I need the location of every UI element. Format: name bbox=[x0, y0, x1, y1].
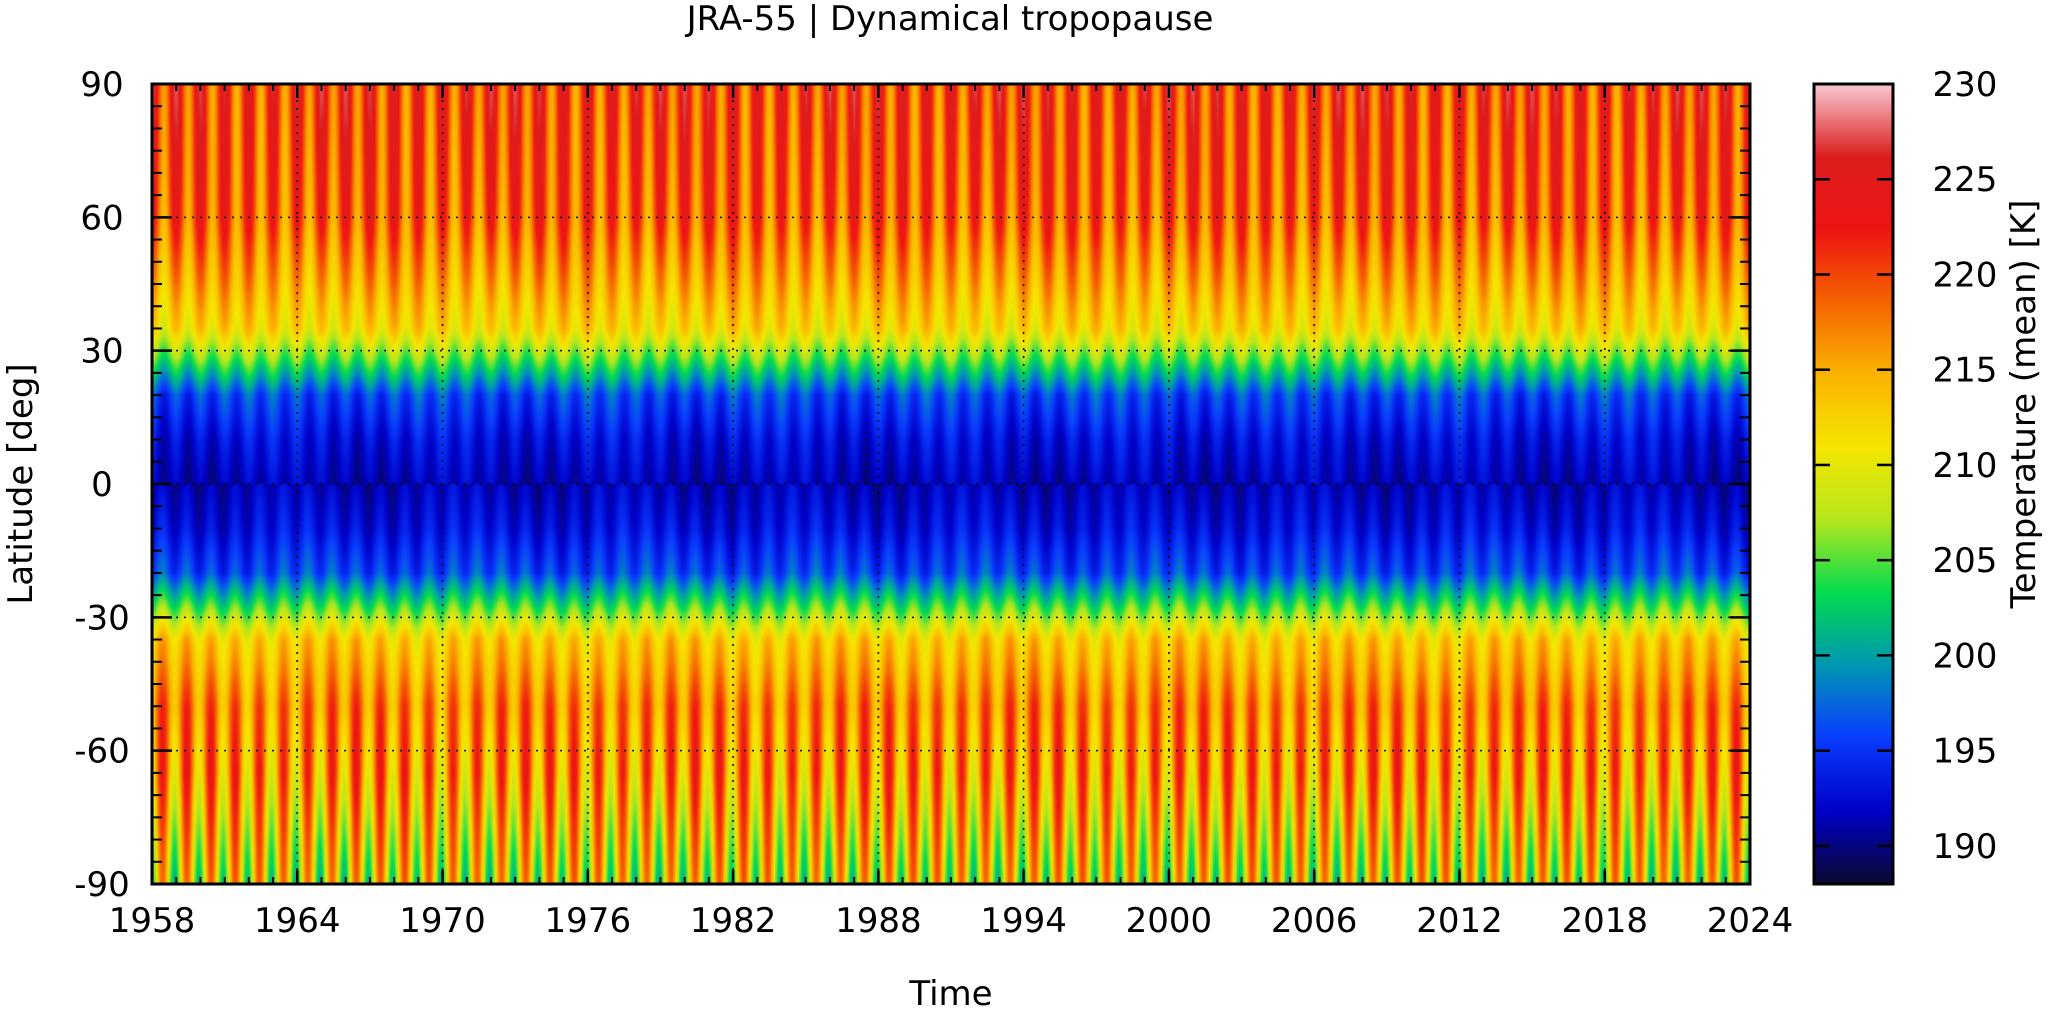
x-tick-label: 1988 bbox=[835, 901, 922, 941]
grid bbox=[152, 84, 1750, 884]
colorbar-tick-label: 230 bbox=[1933, 65, 1998, 105]
y-tick-label: 90 bbox=[80, 65, 123, 105]
colorbar-tick-label: 210 bbox=[1933, 446, 1998, 486]
colorbar-tick-label: 215 bbox=[1933, 351, 1998, 391]
plot-area bbox=[152, 84, 1750, 884]
x-axis-label: Time bbox=[908, 974, 992, 1012]
colorbar-tick-label: 225 bbox=[1933, 160, 1998, 200]
x-tick-label: 1970 bbox=[399, 901, 486, 941]
chart-title: JRA-55 | Dynamical tropopause bbox=[685, 0, 1214, 39]
x-tick-label: 1958 bbox=[109, 901, 196, 941]
colorbar-label: Temperature (mean) [K] bbox=[2004, 200, 2044, 610]
x-tick-label: 1982 bbox=[690, 901, 777, 941]
y-axis: 90 60 30 0 -30 -60 -90 bbox=[74, 65, 1750, 905]
x-tick-label: 2018 bbox=[1561, 901, 1648, 941]
colorbar-frame bbox=[1812, 82, 1895, 886]
y-axis-label: Latitude [deg] bbox=[1, 363, 41, 604]
colorbar-tick-label: 220 bbox=[1933, 255, 1998, 295]
x-tick-label: 2006 bbox=[1271, 901, 1358, 941]
colorbar: 230 225 220 215 210 205 200 195 190 Temperature … bbox=[1812, 65, 2044, 886]
colorbar-tick-label: 205 bbox=[1933, 541, 1998, 581]
x-tick-label: 1976 bbox=[545, 901, 632, 941]
colorbar-tick-label: 200 bbox=[1933, 636, 1998, 676]
colorbar-tick-label: 195 bbox=[1933, 732, 1998, 772]
heatmap-image bbox=[152, 84, 1750, 884]
y-tick-label: -60 bbox=[74, 732, 130, 772]
y-tick-label: 30 bbox=[80, 332, 123, 372]
x-tick-label: 2012 bbox=[1416, 901, 1503, 941]
y-tick-label: -90 bbox=[74, 865, 130, 905]
y-tick-label: 60 bbox=[80, 198, 123, 238]
x-tick-label: 2024 bbox=[1707, 901, 1794, 941]
x-tick-label: 1994 bbox=[980, 901, 1067, 941]
x-tick-label: 1964 bbox=[254, 901, 341, 941]
colorbar-ticks: 230 225 220 215 210 205 200 195 190 bbox=[1814, 65, 1997, 867]
x-tick-label: 2000 bbox=[1126, 901, 1213, 941]
colorbar-gradient bbox=[1814, 84, 1893, 884]
y-tick-label: -30 bbox=[74, 598, 130, 638]
x-axis: 1958 1964 1970 1976 1982 1988 1994 2000 2006 2012… bbox=[109, 84, 1794, 941]
y-tick-label: 0 bbox=[91, 465, 113, 505]
colorbar-tick-label: 190 bbox=[1933, 827, 1998, 867]
